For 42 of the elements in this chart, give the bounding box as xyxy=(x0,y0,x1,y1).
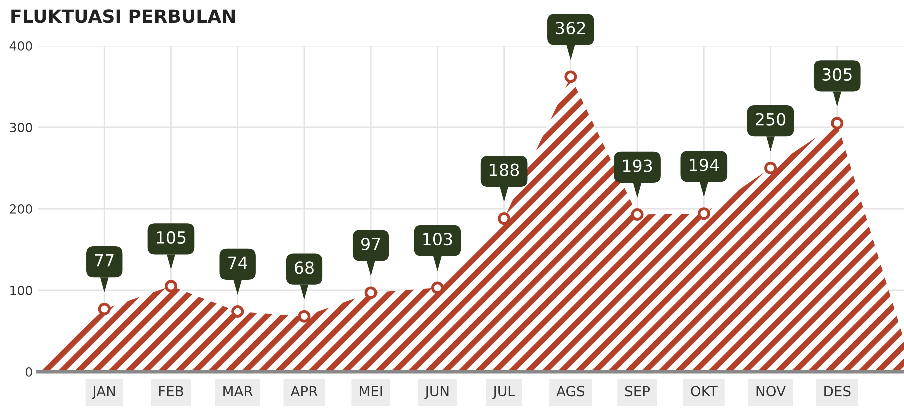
x-tick-label: MAR xyxy=(224,386,254,396)
point xyxy=(98,302,111,316)
point xyxy=(764,162,778,174)
data-label: 103 xyxy=(424,233,452,246)
data-label: 74 xyxy=(228,256,248,270)
x-tick-label: JUL xyxy=(492,386,516,400)
data-label: 194 xyxy=(690,158,720,172)
point xyxy=(698,208,710,220)
y-tick-label: 300 xyxy=(10,122,32,132)
data-label: 105 xyxy=(157,231,186,244)
y-tick-label: 200 xyxy=(10,204,32,214)
x-tick-label: OKT xyxy=(691,386,718,397)
x-tick-label: APR xyxy=(290,386,318,396)
chart-title: FLUKTUASI PERBULAN xyxy=(12,10,236,24)
x-tick-label: MEI xyxy=(360,386,382,396)
x-tick-label: NOV xyxy=(756,386,786,397)
point xyxy=(564,70,578,84)
x-tick-label: AGS xyxy=(556,386,585,397)
data-label: 305 xyxy=(822,68,852,82)
data-label: 193 xyxy=(623,160,652,172)
data-label: 77 xyxy=(95,254,114,267)
x-tick-label: JAN xyxy=(92,386,116,400)
data-label: 97 xyxy=(362,238,380,251)
y-tick-label: 100 xyxy=(10,286,32,296)
data-label: 250 xyxy=(756,113,786,126)
data-label: 362 xyxy=(556,22,586,35)
y-tick-label: 400 xyxy=(10,41,32,51)
x-tick-label: SEP xyxy=(625,386,650,397)
point xyxy=(164,280,178,293)
point xyxy=(232,305,244,318)
point xyxy=(831,117,844,130)
point xyxy=(298,310,311,323)
point xyxy=(498,212,511,226)
point xyxy=(631,208,644,221)
point xyxy=(364,286,378,300)
x-tick-label: FEB xyxy=(159,386,184,396)
y-tick-label: 0 xyxy=(26,367,32,377)
data-label: 188 xyxy=(490,164,520,176)
x-tick-label: JUN xyxy=(424,386,449,400)
x-tick-label: DES xyxy=(824,386,851,397)
point xyxy=(431,282,444,294)
data-label: 68 xyxy=(295,262,314,274)
